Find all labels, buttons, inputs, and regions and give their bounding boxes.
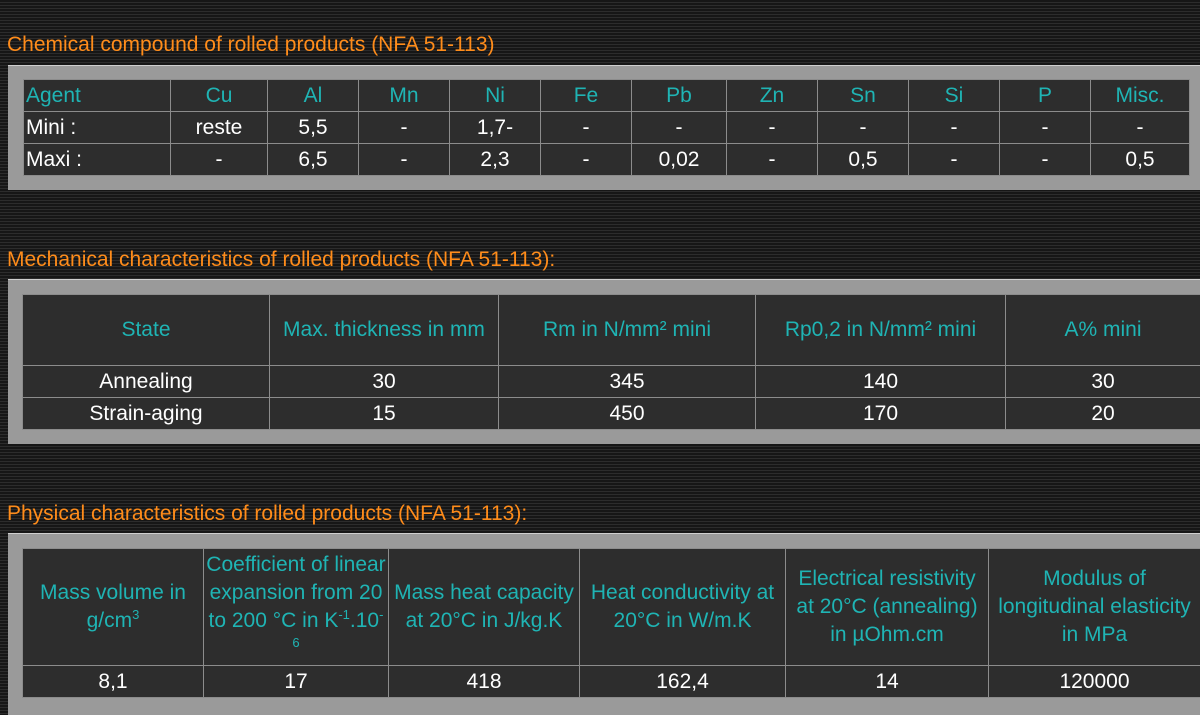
chemical-section-title: Chemical compound of rolled products (NF… <box>0 31 1200 59</box>
header-zn: Zn <box>727 80 818 112</box>
header-p: P <box>1000 80 1091 112</box>
cell: 0,5 <box>1091 144 1190 176</box>
cell: 418 <box>389 666 580 698</box>
cell: 17 <box>204 666 389 698</box>
cell: - <box>1000 144 1091 176</box>
header-max-thickness: Max. thickness in mm <box>270 295 499 366</box>
cell: Annealing <box>23 366 270 398</box>
mechanical-panel: State Max. thickness in mm Rm in N/mm² m… <box>8 279 1200 444</box>
cell: - <box>171 144 268 176</box>
header-a-percent: A% mini <box>1006 295 1200 366</box>
chemical-header-row: Agent Cu Al Mn Ni Fe Pb Zn Sn Si P Misc. <box>24 80 1190 112</box>
cell: - <box>359 112 450 144</box>
cell: 30 <box>1006 366 1200 398</box>
header-fe: Fe <box>541 80 632 112</box>
cell: 345 <box>499 366 756 398</box>
cell: 170 <box>756 398 1006 430</box>
chemical-table: Agent Cu Al Mn Ni Fe Pb Zn Sn Si P Misc.… <box>23 79 1190 176</box>
cell: Mini : <box>24 112 171 144</box>
header-mass-heat: Mass heat capacity at 20°C in J/kg.K <box>389 549 580 666</box>
table-row: Mini : reste 5,5 - 1,7- - - - - - - - <box>24 112 1190 144</box>
cell: reste <box>171 112 268 144</box>
header-agent: Agent <box>24 80 171 112</box>
cell: 15 <box>270 398 499 430</box>
physical-header-row: Mass volume in g/cm3 Coefficient of line… <box>23 549 1200 666</box>
mass-volume-exponent: 3 <box>132 607 139 622</box>
cell: - <box>727 144 818 176</box>
cell: 20 <box>1006 398 1200 430</box>
cell: - <box>632 112 727 144</box>
header-misc: Misc. <box>1091 80 1190 112</box>
mechanical-section-title: Mechanical characteristics of rolled pro… <box>0 246 1200 274</box>
cell: Maxi : <box>24 144 171 176</box>
linear-expansion-exponent-1: -1 <box>338 607 350 622</box>
table-row: 8,1 17 418 162,4 14 120000 <box>23 666 1200 698</box>
cell: 2,3 <box>450 144 541 176</box>
cell: 140 <box>756 366 1006 398</box>
cell: - <box>359 144 450 176</box>
cell: 6,5 <box>268 144 359 176</box>
cell: - <box>1091 112 1190 144</box>
physical-table: Mass volume in g/cm3 Coefficient of line… <box>22 548 1200 698</box>
cell: 14 <box>786 666 989 698</box>
cell: - <box>909 144 1000 176</box>
header-rm: Rm in N/mm² mini <box>499 295 756 366</box>
cell: - <box>909 112 1000 144</box>
header-sn: Sn <box>818 80 909 112</box>
mass-volume-label: Mass volume in g/cm <box>40 581 186 632</box>
cell: - <box>1000 112 1091 144</box>
header-mn: Mn <box>359 80 450 112</box>
cell: 5,5 <box>268 112 359 144</box>
header-modulus: Modulus of longitudinal elasticity in MP… <box>989 549 1200 666</box>
header-si: Si <box>909 80 1000 112</box>
cell: 8,1 <box>23 666 204 698</box>
cell: 162,4 <box>580 666 786 698</box>
cell: 450 <box>499 398 756 430</box>
cell: 30 <box>270 366 499 398</box>
header-rp02: Rp0,2 in N/mm² mini <box>756 295 1006 366</box>
header-heat-conductivity: Heat conductivity at 20°C in W/m.K <box>580 549 786 666</box>
chemical-panel: Agent Cu Al Mn Ni Fe Pb Zn Sn Si P Misc.… <box>8 65 1200 190</box>
table-row: Strain-aging 15 450 170 20 <box>23 398 1200 430</box>
cell: Strain-aging <box>23 398 270 430</box>
cell: - <box>541 112 632 144</box>
cell: 1,7- <box>450 112 541 144</box>
physical-panel: Mass volume in g/cm3 Coefficient of line… <box>8 533 1200 715</box>
cell: - <box>818 112 909 144</box>
header-pb: Pb <box>632 80 727 112</box>
cell: - <box>541 144 632 176</box>
table-row: Annealing 30 345 140 30 <box>23 366 1200 398</box>
table-row: Maxi : - 6,5 - 2,3 - 0,02 - 0,5 - - 0,5 <box>24 144 1190 176</box>
cell: 0,5 <box>818 144 909 176</box>
header-cu: Cu <box>171 80 268 112</box>
header-electrical-resistivity: Electrical resistivity at 20°C (annealin… <box>786 549 989 666</box>
header-state: State <box>23 295 270 366</box>
header-ni: Ni <box>450 80 541 112</box>
cell: - <box>727 112 818 144</box>
header-linear-expansion: Coefficient of linear expansion from 20 … <box>204 549 389 666</box>
mechanical-table: State Max. thickness in mm Rm in N/mm² m… <box>22 294 1200 430</box>
mechanical-header-row: State Max. thickness in mm Rm in N/mm² m… <box>23 295 1200 366</box>
physical-section-title: Physical characteristics of rolled produ… <box>0 500 1200 528</box>
header-mass-volume: Mass volume in g/cm3 <box>23 549 204 666</box>
cell: 0,02 <box>632 144 727 176</box>
linear-expansion-multiplier: .10 <box>350 609 379 632</box>
cell: 120000 <box>989 666 1200 698</box>
header-al: Al <box>268 80 359 112</box>
